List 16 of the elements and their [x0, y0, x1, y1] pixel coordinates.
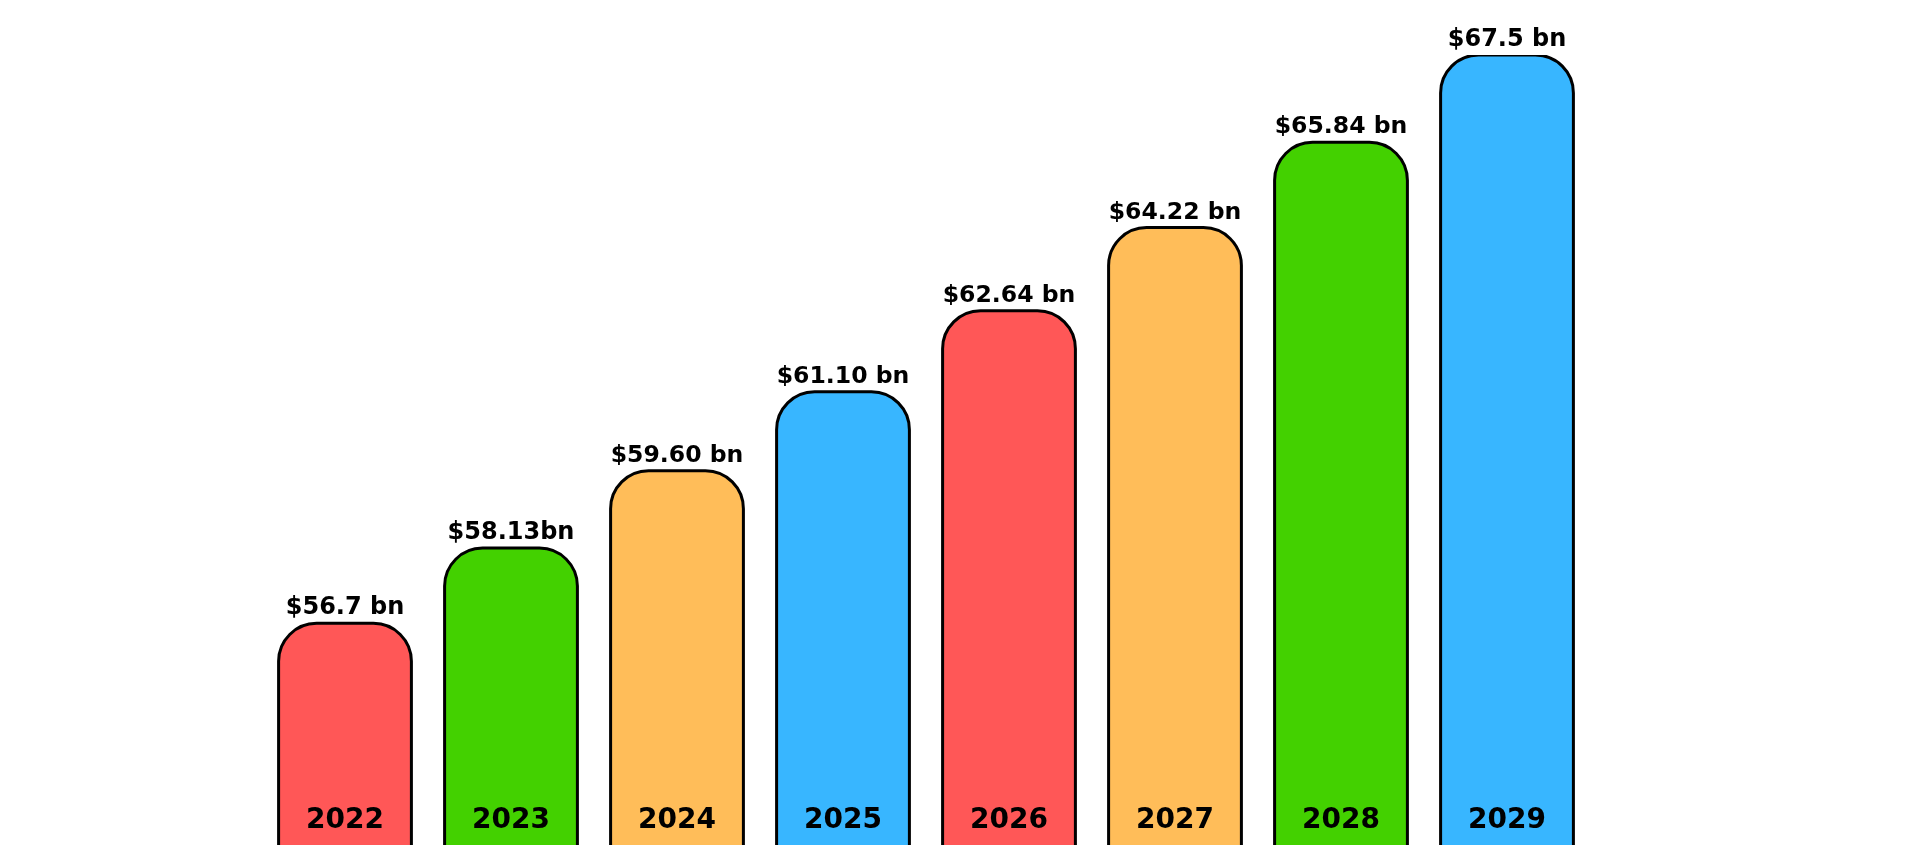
x-tick-label: 2024: [638, 802, 716, 836]
x-tick-label: 2023: [472, 802, 550, 836]
data-label: $65.84 bn: [1274, 111, 1408, 140]
x-tick-label: 2029: [1468, 802, 1546, 836]
x-tick-label: 2027: [1136, 802, 1214, 836]
x-tick-label: 2025: [804, 802, 882, 836]
data-label: $64.22 bn: [1108, 196, 1242, 225]
data-label: $59.60 bn: [610, 439, 744, 468]
data-label: $61.10 bn: [776, 360, 910, 389]
x-tick-label: 2028: [1302, 802, 1380, 836]
x-tick-label: 2026: [970, 802, 1048, 836]
data-label: $58.13bn: [447, 517, 575, 546]
data-label: $62.64 bn: [942, 279, 1076, 308]
x-tick-label: 2022: [306, 802, 384, 836]
data-label: $67.5 bn: [1447, 24, 1567, 52]
data-label: $56.7 bn: [285, 592, 405, 621]
